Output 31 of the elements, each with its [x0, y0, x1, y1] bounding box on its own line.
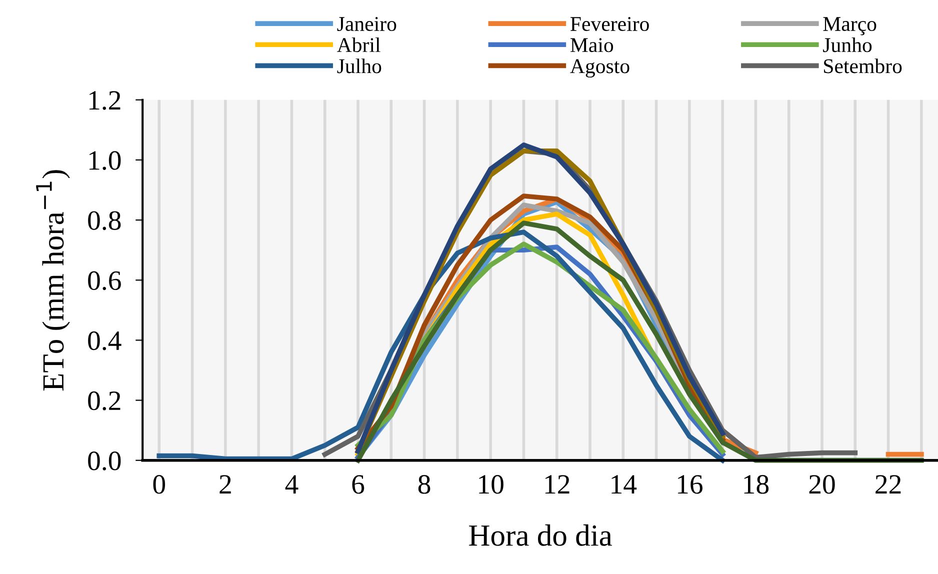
- y-axis-title: ETo (mm hora$^{−1}$): [36, 170, 70, 391]
- legend-label: Julho: [337, 58, 382, 74]
- legend-label: Agosto: [570, 59, 630, 78]
- y-tick-label: 0.4: [88, 331, 122, 350]
- line-series: [156, 230, 726, 463]
- x-tick-label: 14: [612, 475, 637, 494]
- legend-label: Janeiro: [337, 17, 396, 32]
- x-tick-label: 12: [545, 475, 570, 494]
- legend-label: Abril: [337, 37, 380, 52]
- y-tick-label: 0.2: [88, 391, 120, 410]
- x-tick-label: 10: [479, 475, 504, 494]
- x-tick-label: 8: [418, 475, 430, 494]
- y-tick-label: 1.2: [89, 91, 120, 110]
- legend-label: Fevereiro: [570, 17, 649, 32]
- x-tick-label: 20: [809, 475, 835, 494]
- x-tick-label: 22: [876, 475, 901, 494]
- x-tick-label: 6: [352, 475, 364, 494]
- legend-label: Maio: [570, 38, 614, 52]
- x-tick-label: 4: [285, 475, 298, 494]
- x-tick-label: 0: [153, 475, 166, 494]
- legend-label: Março: [823, 17, 876, 36]
- legend-label: Setembro: [824, 58, 902, 74]
- x-axis-title: Hora do dia: [469, 524, 612, 546]
- x-tick-label: 18: [744, 475, 769, 494]
- y-tick-label: 1.0: [89, 151, 121, 170]
- x-tick-label: 2: [220, 475, 231, 494]
- y-tick-label: 0.0: [88, 452, 121, 470]
- y-tick-label: 0.6: [88, 271, 121, 290]
- x-tick-label: 16: [678, 475, 702, 494]
- legend-label: Junho: [823, 37, 872, 52]
- y-tick-label: 0.8: [88, 211, 121, 230]
